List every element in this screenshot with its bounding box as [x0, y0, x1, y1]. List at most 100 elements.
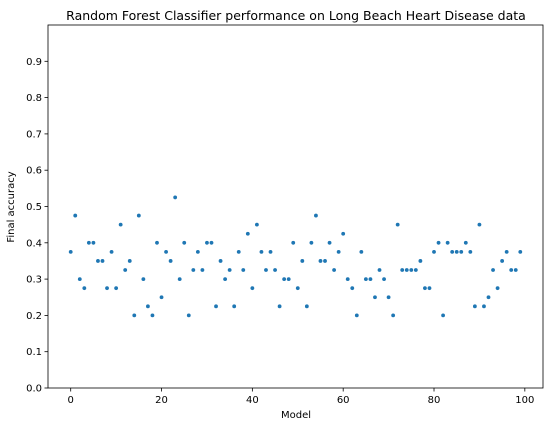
data-point [150, 313, 155, 318]
data-points [68, 195, 523, 318]
x-tick-label: 80 [428, 395, 441, 406]
data-point [468, 249, 473, 254]
data-point [68, 249, 73, 254]
data-point [463, 240, 468, 245]
x-tick-label: 20 [155, 395, 168, 406]
y-tick-label: 0.5 [26, 202, 42, 213]
x-tick-label: 40 [246, 395, 259, 406]
data-point [409, 268, 414, 272]
data-point [195, 249, 200, 254]
data-point [218, 259, 223, 263]
data-point [318, 259, 323, 263]
y-tick-label: 0.9 [26, 57, 42, 68]
data-point [109, 249, 114, 254]
data-point [273, 268, 277, 272]
data-point [327, 240, 332, 245]
data-point [173, 195, 178, 200]
data-point [482, 304, 486, 309]
data-point [236, 249, 241, 254]
data-point [132, 313, 137, 318]
data-point [309, 240, 314, 245]
data-point [164, 249, 168, 254]
data-point [254, 222, 259, 227]
data-point [100, 259, 105, 263]
y-tick-label: 0.0 [26, 384, 42, 395]
data-point [295, 286, 300, 291]
data-point [264, 268, 268, 272]
x-tick-label: 0 [68, 395, 74, 406]
data-point [118, 222, 123, 227]
data-point [400, 268, 405, 272]
data-point [300, 259, 305, 263]
y-tick-label: 0.6 [26, 166, 42, 177]
data-point [241, 268, 246, 272]
x-tick-label: 60 [337, 395, 350, 406]
data-point [504, 249, 509, 254]
data-point [404, 268, 409, 272]
data-point [323, 259, 327, 263]
chart-title: Random Forest Classifier performance on … [66, 8, 526, 23]
data-point [459, 249, 464, 254]
data-point [354, 313, 359, 318]
data-point [259, 249, 264, 254]
data-point [82, 286, 87, 291]
data-point [123, 268, 128, 272]
data-point [436, 240, 441, 245]
data-point [304, 304, 309, 309]
data-point [359, 249, 364, 254]
data-point [214, 304, 218, 309]
data-point [91, 240, 96, 245]
data-point [168, 259, 173, 263]
x-axis-label: Model [281, 410, 311, 421]
data-point [186, 313, 191, 318]
data-point [205, 240, 209, 245]
data-point [73, 213, 78, 218]
y-tick-label: 0.3 [26, 275, 42, 286]
data-point [500, 259, 505, 263]
data-point [200, 268, 205, 272]
data-point [291, 240, 296, 245]
data-point [423, 286, 427, 291]
data-point [491, 268, 495, 272]
data-point [245, 231, 250, 236]
y-tick-label: 0.7 [26, 129, 42, 140]
y-axis-label: Final accuracy [6, 171, 17, 242]
data-point [441, 313, 445, 318]
data-point [332, 268, 337, 272]
data-point [227, 268, 232, 272]
data-point [336, 249, 341, 254]
data-point [450, 249, 455, 254]
x-tick-label: 100 [515, 395, 534, 406]
y-tick-label: 0.8 [26, 93, 42, 104]
data-point [445, 240, 450, 245]
data-point [105, 286, 109, 291]
data-point [155, 240, 159, 245]
data-point [427, 286, 432, 291]
data-point [509, 268, 514, 272]
plot-frame [47, 24, 544, 389]
data-point [454, 249, 459, 254]
data-point [477, 222, 482, 227]
data-point [314, 213, 318, 218]
data-point [373, 295, 377, 300]
data-point [114, 286, 119, 291]
y-axis-ticks: 0.0 0.1 0.2 0.3 0.4 0.5 0.6 0.7 0.8 0.9 [26, 57, 48, 395]
data-point [209, 240, 214, 245]
data-point [363, 277, 368, 281]
data-point [472, 304, 477, 309]
data-point [368, 277, 373, 281]
data-point [350, 286, 355, 291]
data-point [386, 295, 391, 300]
data-point [377, 268, 382, 272]
data-point [413, 268, 418, 272]
data-point [136, 213, 141, 218]
data-point [382, 277, 386, 281]
data-point [513, 268, 518, 272]
data-point [146, 304, 150, 309]
data-point [177, 277, 182, 281]
y-tick-label: 0.1 [26, 347, 42, 358]
data-point [341, 231, 346, 236]
data-point [277, 304, 282, 309]
data-point [182, 240, 187, 245]
